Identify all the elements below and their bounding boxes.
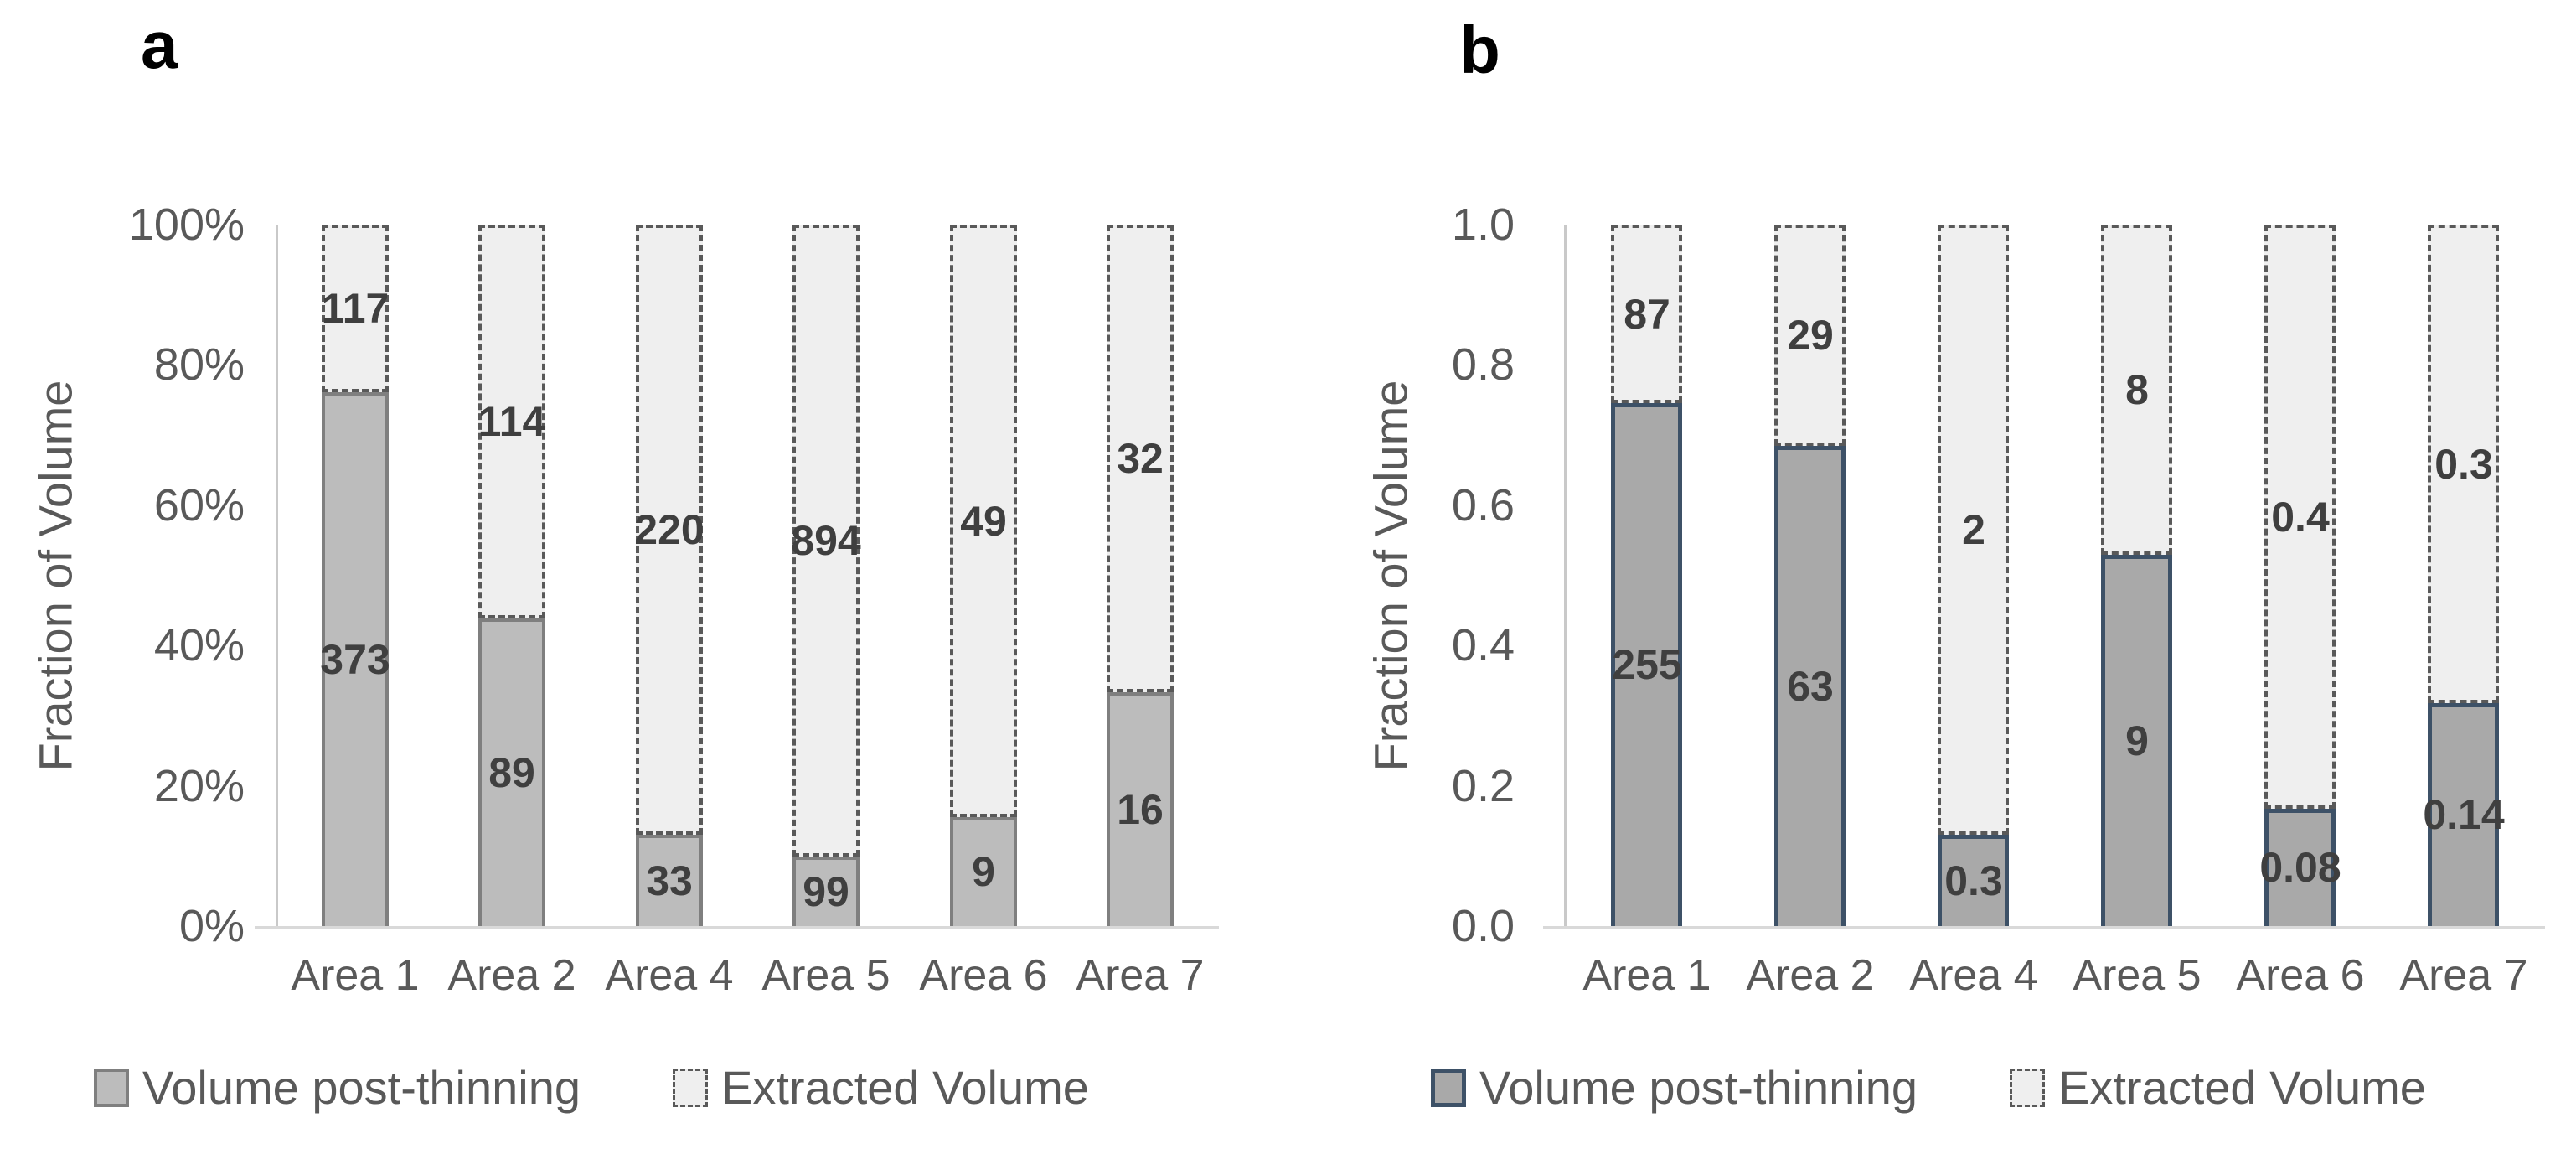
post-thinning-segment [2428,703,2499,926]
extracted-segment [1938,225,2009,835]
x-category-label: Area 5 [761,951,891,1000]
extracted-value-label: 117 [321,285,390,332]
extracted-value-label: 8 [2125,366,2149,413]
post-value-label: 255 [1612,641,1682,688]
extracted-value-label: 0.4 [2271,494,2330,541]
panel-label: a [141,8,178,82]
legend-extracted-swatch [673,1069,709,1107]
legend: Volume post-thinning Extracted Volume [1431,1061,2426,1115]
extracted-value-label: 29 [1787,312,1834,359]
legend: Volume post-thinning Extracted Volume [94,1061,1089,1115]
post-value-label: 89 [488,749,535,796]
y-tick-label: 60% [153,480,245,531]
extracted-segment [792,225,860,857]
extracted-value-label: 114 [478,398,546,445]
x-category-label: Area 4 [1909,951,2038,1000]
x-category-label: Area 4 [605,951,734,1000]
extracted-segment [1107,225,1174,692]
post-thinning-segment [636,835,703,926]
post-thinning-segment [1938,835,2009,926]
x-category-label: Area 1 [1582,951,1711,1000]
extracted-segment [950,225,1017,817]
x-category-label: Area 2 [447,951,576,1000]
legend-extracted-swatch [2010,1069,2046,1107]
y-tick-label: 100% [128,199,245,250]
y-tick-label: 0.2 [1451,761,1515,811]
x-category-label: Area 1 [291,951,420,1000]
x-category-label: Area 2 [1746,951,1875,1000]
extracted-segment [2264,225,2336,809]
y-tick-label: 0.8 [1451,339,1515,390]
post-thinning-segment [478,618,545,926]
extracted-segment [478,225,545,618]
post-value-label: 0.08 [2259,844,2341,891]
y-axis-line [276,225,278,926]
y-tick-label: 0% [178,901,245,951]
extracted-value-label: 87 [1624,291,1670,338]
extracted-segment [636,225,703,835]
legend-extracted-label: Extracted Volume [721,1061,1089,1114]
post-value-label: 9 [2125,717,2149,764]
extracted-segment [1774,225,1846,446]
x-category-label: Area 7 [2399,951,2528,1000]
legend-post-thinning-swatch [1431,1069,1466,1107]
y-tick-label: 0.4 [1451,620,1515,670]
extracted-value-label: 2 [1962,506,1985,553]
x-category-label: Area 6 [919,951,1048,1000]
extracted-segment [2101,225,2172,555]
extracted-value-label: 32 [1117,435,1164,482]
post-thinning-segment [1107,692,1174,926]
extracted-segment [2428,225,2499,703]
legend-post-thinning-swatch [94,1069,129,1107]
post-thinning-segment [1774,446,1846,926]
post-value-label: 373 [320,636,390,683]
y-tick-label: 0.6 [1451,480,1515,531]
post-thinning-segment [1611,403,1682,926]
post-thinning-segment [2264,809,2336,926]
legend-extracted-label: Extracted Volume [2058,1061,2426,1114]
post-value-label: 16 [1117,786,1164,833]
post-value-label: 9 [972,848,995,895]
x-category-label: Area 6 [2236,951,2365,1000]
post-value-label: 33 [646,857,693,904]
post-value-label: 63 [1787,663,1834,710]
extracted-value-label: 894 [791,517,861,564]
post-thinning-segment [950,817,1017,926]
y-tick-label: 0.0 [1451,901,1515,951]
extracted-value-label: 49 [960,498,1007,545]
legend-post-thinning-label: Volume post-thinning [142,1061,581,1114]
post-thinning-segment [792,857,860,926]
y-axis-line [1564,225,1567,926]
y-tick-label: 1.0 [1451,199,1515,250]
post-value-label: 0.14 [2423,791,2505,838]
panel-label: b [1459,13,1500,87]
post-thinning-segment [2101,555,2172,926]
extracted-segment [1611,225,1682,403]
post-value-label: 0.3 [1944,857,2003,904]
extracted-value-label: 220 [634,506,705,553]
y-tick-label: 80% [153,339,245,390]
y-tick-label: 20% [153,761,245,811]
x-category-label: Area 5 [2073,951,2202,1000]
x-axis-line [1543,926,2545,929]
y-tick-label: 40% [153,620,245,670]
extracted-segment [322,225,389,392]
legend-post-thinning-label: Volume post-thinning [1479,1061,1918,1114]
post-thinning-segment [322,392,389,926]
x-category-label: Area 7 [1076,951,1205,1000]
legend-spacer [1931,1087,1996,1089]
y-axis-title: Fraction of Volume [1364,380,1417,772]
extracted-value-label: 0.3 [2434,441,2493,488]
post-value-label: 99 [803,868,849,915]
x-axis-line [255,926,1219,929]
